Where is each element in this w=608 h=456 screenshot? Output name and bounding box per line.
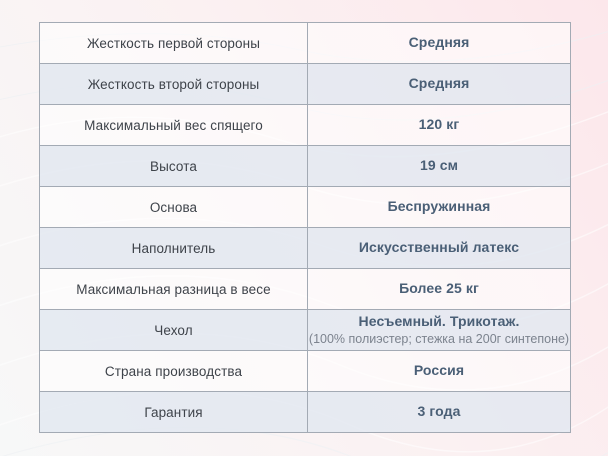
- spec-value: Беспружинная: [308, 187, 570, 227]
- spec-value-text: Несъемный. Трикотаж.: [358, 312, 520, 329]
- spec-value: Средняя: [308, 64, 570, 104]
- spec-label: Чехол: [40, 310, 308, 350]
- spec-value: Россия: [308, 351, 570, 391]
- spec-value-text: 3 года: [417, 403, 461, 420]
- table-row: Страна производства Россия: [40, 351, 570, 392]
- table-row: Чехол Несъемный. Трикотаж. (100% полиэстер…: [40, 310, 570, 351]
- table-row: Максимальный вес спящего 120 кг: [40, 105, 570, 146]
- spec-label: Наполнитель: [40, 228, 308, 268]
- spec-value-text: Искусственный латекс: [358, 239, 520, 256]
- table-row: Высота 19 см: [40, 146, 570, 187]
- table-row: Основа Беспружинная: [40, 187, 570, 228]
- spec-value: 19 см: [308, 146, 570, 186]
- spec-value: 120 кг: [308, 105, 570, 145]
- spec-value: Искусственный латекс: [308, 228, 570, 268]
- spec-value-text: 19 см: [419, 157, 459, 174]
- spec-label: Гарантия: [40, 392, 308, 432]
- spec-value-text: Средняя: [408, 34, 470, 51]
- table-row: Максимальная разница в весе Более 25 кг: [40, 269, 570, 310]
- specs-table: Жесткость первой стороны Средняя Жесткость…: [39, 22, 571, 433]
- table-row: Наполнитель Искусственный латекс: [40, 228, 570, 269]
- spec-label: Максимальная разница в весе: [40, 269, 308, 309]
- spec-value: 3 года: [308, 392, 570, 432]
- spec-label: Максимальный вес спящего: [40, 105, 308, 145]
- spec-value: Более 25 кг: [308, 269, 570, 309]
- spec-value-text: Средняя: [408, 75, 470, 92]
- spec-value-text: 120 кг: [418, 116, 460, 133]
- spec-label: Основа: [40, 187, 308, 227]
- table-row: Жесткость второй стороны Средняя: [40, 64, 570, 105]
- spec-label: Жесткость второй стороны: [40, 64, 308, 104]
- spec-value-text: Беспружинная: [387, 198, 491, 215]
- spec-value: Несъемный. Трикотаж. (100% полиэстер; сте…: [308, 310, 570, 350]
- spec-label: Страна производства: [40, 351, 308, 391]
- spec-value-note: (100% полиэстер; стежка на 200г синтепон…: [308, 332, 570, 347]
- spec-value: Средняя: [308, 23, 570, 63]
- spec-label: Жесткость первой стороны: [40, 23, 308, 63]
- spec-label: Высота: [40, 146, 308, 186]
- spec-value-text: Россия: [413, 362, 465, 379]
- spec-value-text: Более 25 кг: [399, 280, 479, 297]
- table-row: Жесткость первой стороны Средняя: [40, 23, 570, 64]
- table-row: Гарантия 3 года: [40, 392, 570, 432]
